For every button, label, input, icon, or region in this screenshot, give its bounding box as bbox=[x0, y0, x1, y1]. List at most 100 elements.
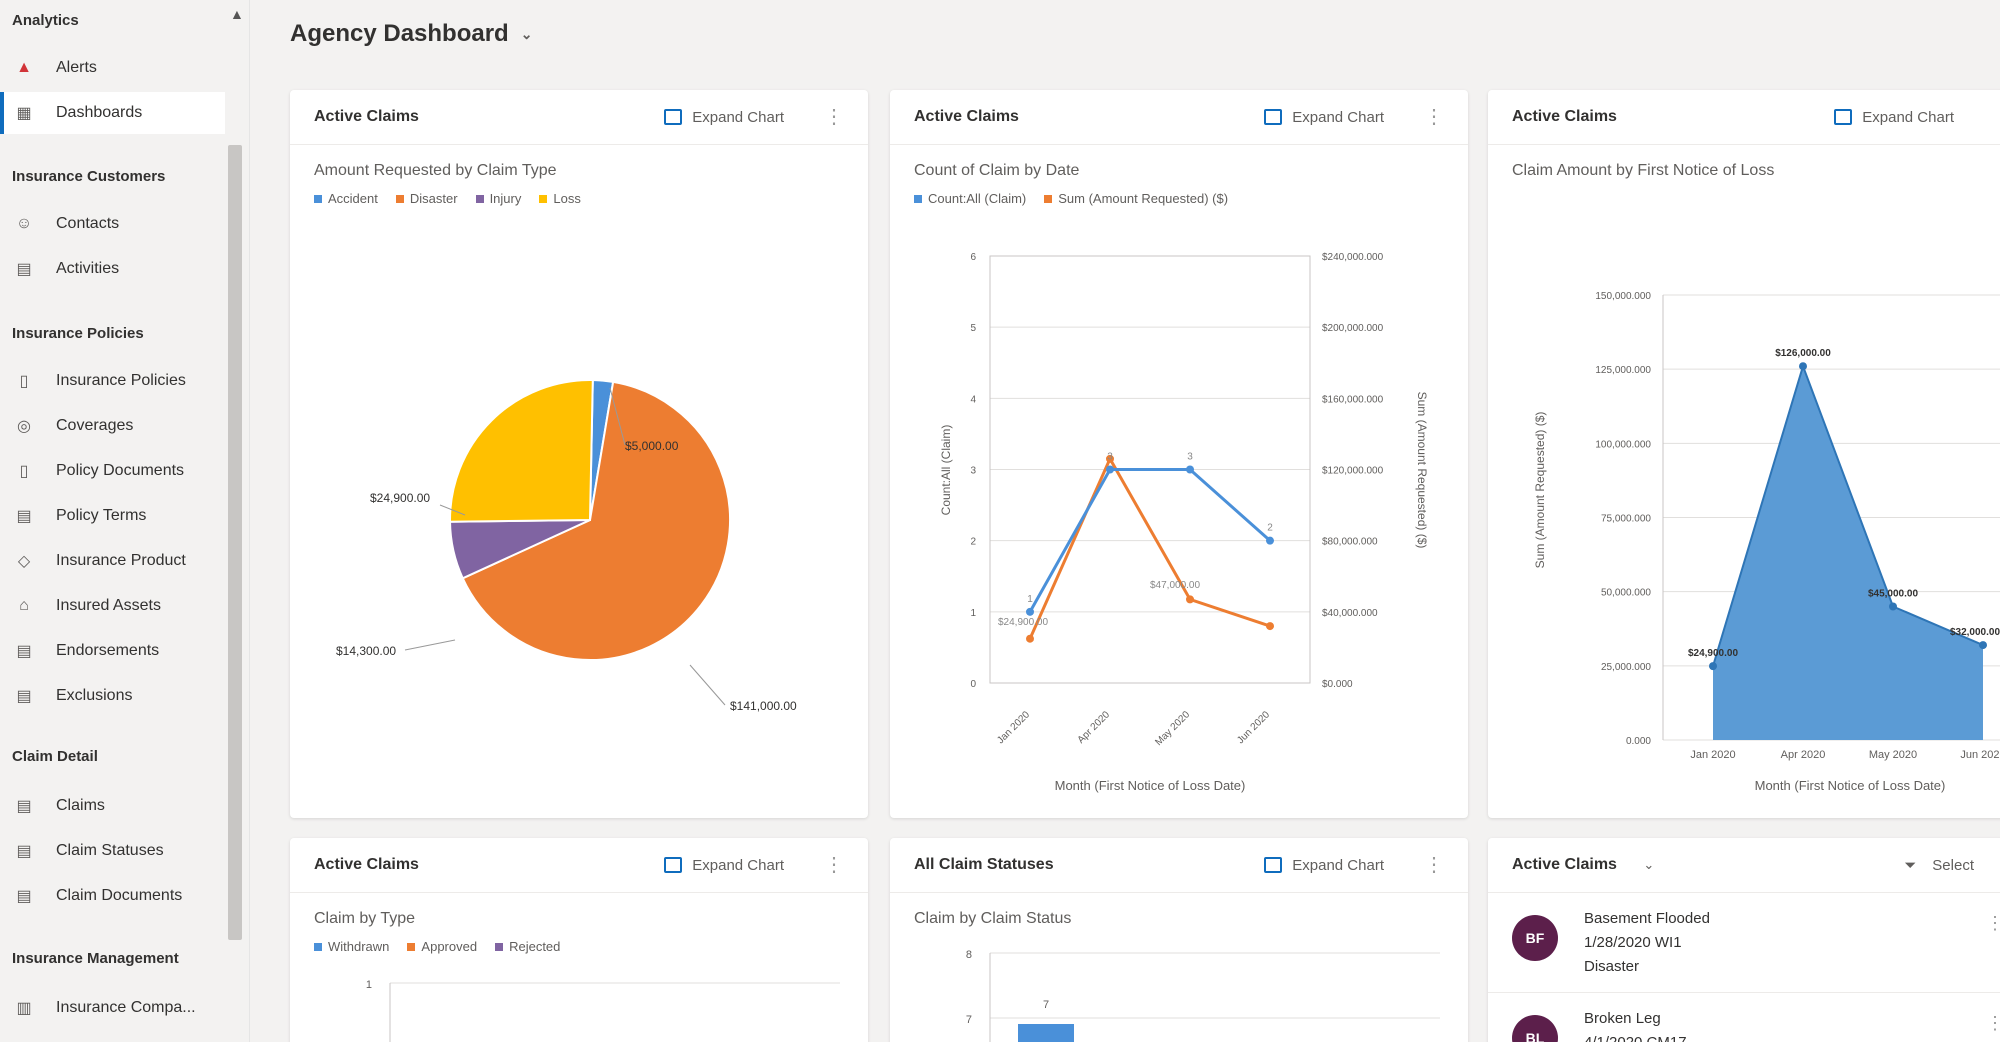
select-button[interactable]: Select bbox=[1932, 856, 1974, 874]
sidebar-item-label: Claim Documents bbox=[56, 887, 183, 904]
claim-date: 1/28/2020 WI1 bbox=[1584, 934, 1682, 951]
point-label: 1 bbox=[1027, 594, 1033, 605]
x-axis-label: Month (First Notice of Loss Date) bbox=[1755, 778, 1946, 793]
sidebar-item-exclusions[interactable]: ▤ Exclusions bbox=[0, 675, 225, 717]
sidebar-item-dashboards[interactable]: ▦ Dashboards bbox=[0, 92, 225, 134]
chart-subtitle: Claim Amount by First Notice of Loss bbox=[1512, 162, 1775, 179]
pie-chart: $5,000.00 $24,900.00 $14,300.00 $141,000… bbox=[336, 379, 797, 713]
expand-chart-button[interactable]: Expand Chart bbox=[1264, 857, 1384, 874]
x-tick: Jun 2020 bbox=[1960, 749, 2000, 761]
sidebar-item-claim-documents[interactable]: ▤ Claim Documents bbox=[0, 875, 225, 917]
sidebar-group-title: Insurance Customers bbox=[12, 168, 166, 185]
x-tick: Jan 2020 bbox=[995, 709, 1032, 746]
pie-label-disaster: $141,000.00 bbox=[730, 699, 797, 713]
chart-subtitle: Count of Claim by Date bbox=[914, 162, 1080, 179]
sidebar-item-endorsements[interactable]: ▤ Endorsements bbox=[0, 630, 225, 672]
sidebar-item-insurance-policies[interactable]: ▯ Insurance Policies bbox=[0, 360, 225, 402]
expand-icon bbox=[1264, 109, 1283, 125]
legend-item[interactable]: Count:All (Claim) bbox=[914, 191, 1026, 206]
data-point[interactable] bbox=[1106, 454, 1114, 463]
data-point[interactable] bbox=[1266, 536, 1274, 545]
page-title-text: Agency Dashboard bbox=[290, 20, 509, 47]
expand-chart-button[interactable]: Expand Chart bbox=[1834, 109, 1954, 126]
list-item[interactable]: BL Broken Leg 4/1/2020 CM17 ⋮ bbox=[1488, 993, 2000, 1042]
sidebar-item-policy-terms[interactable]: ▤ Policy Terms bbox=[0, 495, 225, 537]
card-title[interactable]: Active Claims bbox=[1512, 856, 1617, 873]
data-point[interactable] bbox=[1799, 362, 1807, 371]
card-title: Active Claims bbox=[314, 856, 419, 873]
expand-chart-button[interactable]: Expand Chart bbox=[664, 857, 784, 874]
status-icon: ▤ bbox=[16, 843, 32, 860]
legend-item[interactable]: Approved bbox=[407, 939, 477, 954]
y-tick: 150,000.000 bbox=[1595, 291, 1651, 302]
legend-item[interactable]: Injury bbox=[475, 191, 521, 206]
page-title[interactable]: Agency Dashboard ⌄ bbox=[290, 20, 532, 48]
line-chart: 0 1 2 3 4 5 6 $0.000 $40,000.000 $80,000.000 $120… bbox=[939, 252, 1429, 793]
data-point[interactable] bbox=[1266, 622, 1274, 631]
policy-icon: ▯ bbox=[19, 373, 29, 390]
pie-slice-loss[interactable] bbox=[449, 379, 594, 523]
collapse-icon[interactable]: ▲ bbox=[230, 6, 244, 22]
data-point[interactable] bbox=[1186, 595, 1194, 604]
sidebar: Analytics ▲ ▲ Alerts ▦ Dashboards Insura… bbox=[0, 0, 250, 1042]
data-point[interactable] bbox=[1026, 607, 1034, 616]
point-label: $126,000.00 bbox=[1775, 348, 1831, 359]
legend-item[interactable]: Sum (Amount Requested) ($) bbox=[1044, 191, 1228, 206]
card-header: Active Claims Expand Chart ⋮ bbox=[290, 838, 868, 893]
more-options-icon[interactable]: ⋮ bbox=[824, 854, 844, 876]
pie-label-loss: $24,900.00 bbox=[370, 491, 430, 505]
chart-legend: Accident Disaster Injury Loss bbox=[314, 191, 599, 206]
expand-chart-button[interactable]: Expand Chart bbox=[664, 109, 784, 126]
data-point[interactable] bbox=[1106, 465, 1114, 474]
exclusion-icon: ▤ bbox=[16, 688, 32, 705]
sidebar-item-activities[interactable]: ▤ Activities bbox=[0, 248, 225, 290]
sidebar-item-coverages[interactable]: ◎ Coverages bbox=[0, 405, 225, 447]
y-tick: 2 bbox=[970, 537, 976, 548]
sidebar-item-claims[interactable]: ▤ Claims bbox=[0, 785, 225, 827]
sidebar-item-label: Insurance Policies bbox=[56, 372, 186, 389]
leader-line bbox=[404, 639, 456, 651]
data-point[interactable] bbox=[1979, 641, 1987, 650]
data-point[interactable] bbox=[1709, 662, 1717, 671]
point-label: $47,000.00 bbox=[1150, 580, 1200, 591]
y-tick: 3 bbox=[970, 466, 976, 477]
sidebar-item-insured-assets[interactable]: ⌂ Insured Assets bbox=[0, 585, 225, 627]
more-options-icon[interactable]: ⋮ bbox=[1986, 913, 2000, 933]
legend-item[interactable]: Withdrawn bbox=[314, 939, 389, 954]
sidebar-item-claim-statuses[interactable]: ▤ Claim Statuses bbox=[0, 830, 225, 872]
legend-item[interactable]: Rejected bbox=[495, 939, 560, 954]
sidebar-item-policy-documents[interactable]: ▯ Policy Documents bbox=[0, 450, 225, 492]
list-item-text: Basement Flooded 1/28/2020 WI1 Disaster bbox=[1584, 907, 1710, 979]
bar-chart: 8 7 7 bbox=[966, 949, 1440, 1042]
expand-chart-button[interactable]: Expand Chart bbox=[1264, 109, 1384, 126]
sidebar-item-alerts[interactable]: ▲ Alerts bbox=[0, 47, 225, 89]
sidebar-item-label: Coverages bbox=[56, 417, 134, 434]
more-options-icon[interactable]: ⋮ bbox=[1424, 854, 1444, 876]
sidebar-item-insurance-companies[interactable]: ▥ Insurance Compa... bbox=[0, 987, 225, 1029]
legend-label: Rejected bbox=[509, 939, 561, 954]
list-item[interactable]: BF Basement Flooded 1/28/2020 WI1 Disast… bbox=[1488, 893, 2000, 993]
legend-item[interactable]: Disaster bbox=[395, 191, 458, 206]
expand-label: Expand Chart bbox=[1292, 108, 1384, 126]
sidebar-item-insurance-product[interactable]: ◇ Insurance Product bbox=[0, 540, 225, 582]
more-options-icon[interactable]: ⋮ bbox=[1424, 106, 1444, 128]
y-tick: 1 bbox=[970, 608, 976, 619]
legend-swatch bbox=[314, 194, 322, 203]
sidebar-scrollbar[interactable] bbox=[228, 145, 242, 940]
data-point[interactable] bbox=[1889, 602, 1897, 611]
pie-slice-disaster[interactable] bbox=[461, 380, 731, 661]
legend-item[interactable]: Loss bbox=[539, 191, 581, 206]
chevron-down-icon[interactable]: ⌄ bbox=[520, 25, 533, 42]
chevron-down-icon[interactable]: ⌄ bbox=[1643, 857, 1655, 872]
filter-icon[interactable]: ⏷ bbox=[1904, 856, 1917, 874]
data-point[interactable] bbox=[1186, 465, 1194, 474]
chart-subtitle: Claim by Claim Status bbox=[914, 910, 1072, 927]
pie-label-injury: $14,300.00 bbox=[336, 644, 396, 658]
sidebar-item-contacts[interactable]: ☺ Contacts bbox=[0, 203, 225, 245]
data-point[interactable] bbox=[1026, 634, 1034, 643]
more-options-icon[interactable]: ⋮ bbox=[1986, 1013, 2000, 1033]
legend-item[interactable]: Accident bbox=[314, 191, 378, 206]
leader-line bbox=[439, 504, 466, 516]
legend-label: Loss bbox=[553, 191, 581, 206]
more-options-icon[interactable]: ⋮ bbox=[824, 106, 844, 128]
